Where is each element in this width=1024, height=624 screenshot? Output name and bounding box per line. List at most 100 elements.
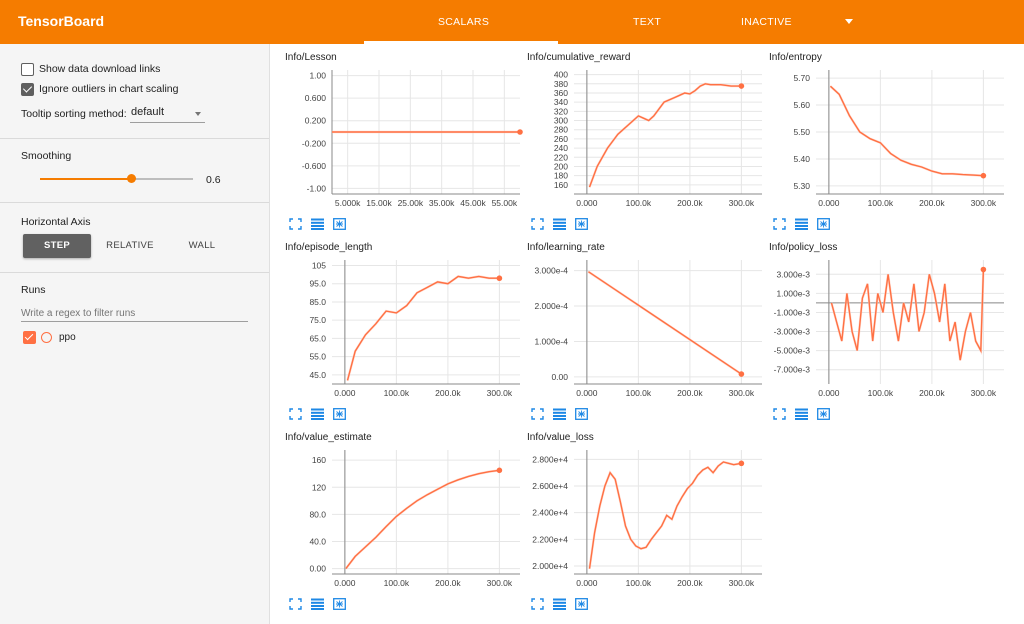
chart-title: Info/value_estimate xyxy=(285,432,372,443)
y-tick-label: 5.60 xyxy=(793,100,810,110)
x-tick-label: 300.0k xyxy=(729,198,755,208)
divider xyxy=(0,272,269,273)
log-scale-icon[interactable] xyxy=(553,408,566,420)
x-tick-label: 45.00k xyxy=(460,198,486,208)
show-download-checkbox[interactable] xyxy=(21,63,34,76)
x-tick-label: 100.0k xyxy=(384,578,410,588)
series-line xyxy=(588,271,742,375)
fullscreen-icon[interactable] xyxy=(773,408,786,420)
plot-area: 3.000e-4 2.000e-4 1.000e-4 0.00 0.000 100.0k 2… xyxy=(534,260,762,398)
y-tick-label: 105 xyxy=(312,260,326,270)
log-scale-icon[interactable] xyxy=(553,218,566,230)
run-ppo-label: ppo xyxy=(59,332,76,343)
plot-area: 3.000e-3 1.000e-3 -1.000e-3 -3.000e-3 -5.000… xyxy=(774,260,1004,398)
y-tick-label: 75.0 xyxy=(309,315,326,325)
y-tick-label: 360 xyxy=(554,88,568,98)
axis-step-button[interactable]: STEP xyxy=(23,234,91,258)
raw-series-line xyxy=(588,82,742,188)
y-tick-label: 45.0 xyxy=(309,370,326,380)
series-line xyxy=(829,85,984,177)
x-tick-label: 300.0k xyxy=(487,578,513,588)
value-loss-chart[interactable]: 2.800e+4 2.600e+4 2.400e+4 2.200e+4 2.000e+4… xyxy=(526,446,766,596)
run-ppo-checkbox[interactable] xyxy=(23,331,36,344)
ignore-outliers-checkbox[interactable] xyxy=(21,83,34,96)
axis-relative-button[interactable]: RELATIVE xyxy=(106,240,154,251)
log-scale-icon[interactable] xyxy=(311,218,324,230)
y-tick-label: 260 xyxy=(554,134,568,144)
tab-scalars[interactable]: SCALARS xyxy=(438,16,490,28)
runs-title: Runs xyxy=(21,284,46,296)
x-tick-label: 100.0k xyxy=(384,388,410,398)
chart-title: Info/Lesson xyxy=(285,52,337,63)
run-filter-input[interactable] xyxy=(21,306,248,322)
y-tick-label: 0.00 xyxy=(309,564,326,574)
log-scale-icon[interactable] xyxy=(795,218,808,230)
axis-wall-button[interactable]: WALL xyxy=(188,240,216,251)
y-tick-label: 2.800e+4 xyxy=(532,454,568,464)
entropy-chart[interactable]: 5.70 5.60 5.50 5.40 5.30 0.000 100.0k 200.0k 300… xyxy=(768,66,1008,216)
x-tick-label: 100.0k xyxy=(626,578,652,588)
tab-text[interactable]: TEXT xyxy=(633,16,662,28)
fullscreen-icon[interactable] xyxy=(773,218,786,230)
fit-domain-icon[interactable] xyxy=(333,408,346,420)
log-scale-icon[interactable] xyxy=(795,408,808,420)
episode-length-chart[interactable]: 105 95.0 85.0 75.0 65.0 55.0 45.0 0.000 100.0k 20… xyxy=(284,256,524,406)
series-line xyxy=(345,469,500,570)
fit-domain-icon[interactable] xyxy=(333,598,346,610)
fullscreen-icon[interactable] xyxy=(289,218,302,230)
x-tick-label: 0.000 xyxy=(576,198,598,208)
fit-domain-icon[interactable] xyxy=(575,598,588,610)
fit-domain-icon[interactable] xyxy=(817,408,830,420)
smoothing-title: Smoothing xyxy=(21,150,72,162)
log-scale-icon[interactable] xyxy=(311,408,324,420)
top-bar: TensorBoard SCALARS TEXT INACTIVE xyxy=(0,0,1024,44)
fit-domain-icon[interactable] xyxy=(575,408,588,420)
y-tick-label: -7.000e-3 xyxy=(774,365,811,375)
x-tick-label: 15.00k xyxy=(366,198,392,208)
fullscreen-icon[interactable] xyxy=(289,408,302,420)
smoothing-slider-thumb[interactable] xyxy=(127,174,137,183)
x-tick-label: 300.0k xyxy=(729,578,755,588)
fullscreen-icon[interactable] xyxy=(531,598,544,610)
log-scale-icon[interactable] xyxy=(553,598,566,610)
chart-card-episode-length: Info/episode_length 105 95.0 85.0 75.0 65.0 5… xyxy=(284,234,524,429)
chart-card-learning-rate: Info/learning_rate 3.000e-4 2.000e-4 1.000… xyxy=(526,234,766,429)
y-tick-label: -0.200 xyxy=(302,138,326,148)
tooltip-sorting-select[interactable]: default xyxy=(130,106,205,123)
x-tick-label: 300.0k xyxy=(971,198,997,208)
fullscreen-icon[interactable] xyxy=(531,218,544,230)
plot-area: 1.00 0.600 0.200 -0.200 -0.600 -1.00 5.000k 15.… xyxy=(302,70,523,208)
x-tick-label: 0.000 xyxy=(818,388,840,398)
chart-title: Info/cumulative_reward xyxy=(527,52,631,63)
x-tick-label: 0.000 xyxy=(576,578,598,588)
plot-area: 5.70 5.60 5.50 5.40 5.30 0.000 100.0k 200.0k 300… xyxy=(793,70,1004,208)
fit-domain-icon[interactable] xyxy=(817,218,830,230)
fullscreen-icon[interactable] xyxy=(289,598,302,610)
fit-domain-icon[interactable] xyxy=(333,218,346,230)
y-tick-label: 220 xyxy=(554,152,568,162)
x-tick-label: 200.0k xyxy=(919,198,945,208)
fullscreen-icon[interactable] xyxy=(531,408,544,420)
caret-down-icon xyxy=(195,112,201,116)
lesson-chart[interactable]: 1.00 0.600 0.200 -0.200 -0.600 -1.00 5.000k 15.… xyxy=(284,66,524,216)
policy-loss-chart[interactable]: 3.000e-3 1.000e-3 -1.000e-3 -3.000e-3 -5.000… xyxy=(768,256,1008,406)
y-tick-label: 2.200e+4 xyxy=(532,534,568,544)
last-point-marker xyxy=(517,129,523,135)
series-line xyxy=(346,275,500,381)
value-estimate-chart[interactable]: 160 120 80.0 40.0 0.00 0.000 100.0k 200.0k 300.0… xyxy=(284,446,524,596)
x-tick-label: 200.0k xyxy=(677,198,703,208)
sidebar: Show data download links Ignore outliers… xyxy=(0,44,270,624)
x-tick-label: 100.0k xyxy=(626,388,652,398)
y-tick-label: 80.0 xyxy=(309,509,326,519)
chart-card-cumulative-reward: Info/cumulative_reward 400 380 360 340 320 30… xyxy=(526,44,766,239)
log-scale-icon[interactable] xyxy=(311,598,324,610)
x-tick-label: 300.0k xyxy=(487,388,513,398)
tab-inactive[interactable]: INACTIVE xyxy=(741,16,792,28)
chart-card-lesson: Info/Lesson 1.00 0.600 0.200 -0.200 -0.600 -1… xyxy=(284,44,524,239)
learning-rate-chart[interactable]: 3.000e-4 2.000e-4 1.000e-4 0.00 0.000 100.0k 2… xyxy=(526,256,766,406)
fit-domain-icon[interactable] xyxy=(575,218,588,230)
y-tick-label: 280 xyxy=(554,125,568,135)
chevron-down-icon[interactable] xyxy=(845,19,853,24)
x-tick-label: 300.0k xyxy=(729,388,755,398)
